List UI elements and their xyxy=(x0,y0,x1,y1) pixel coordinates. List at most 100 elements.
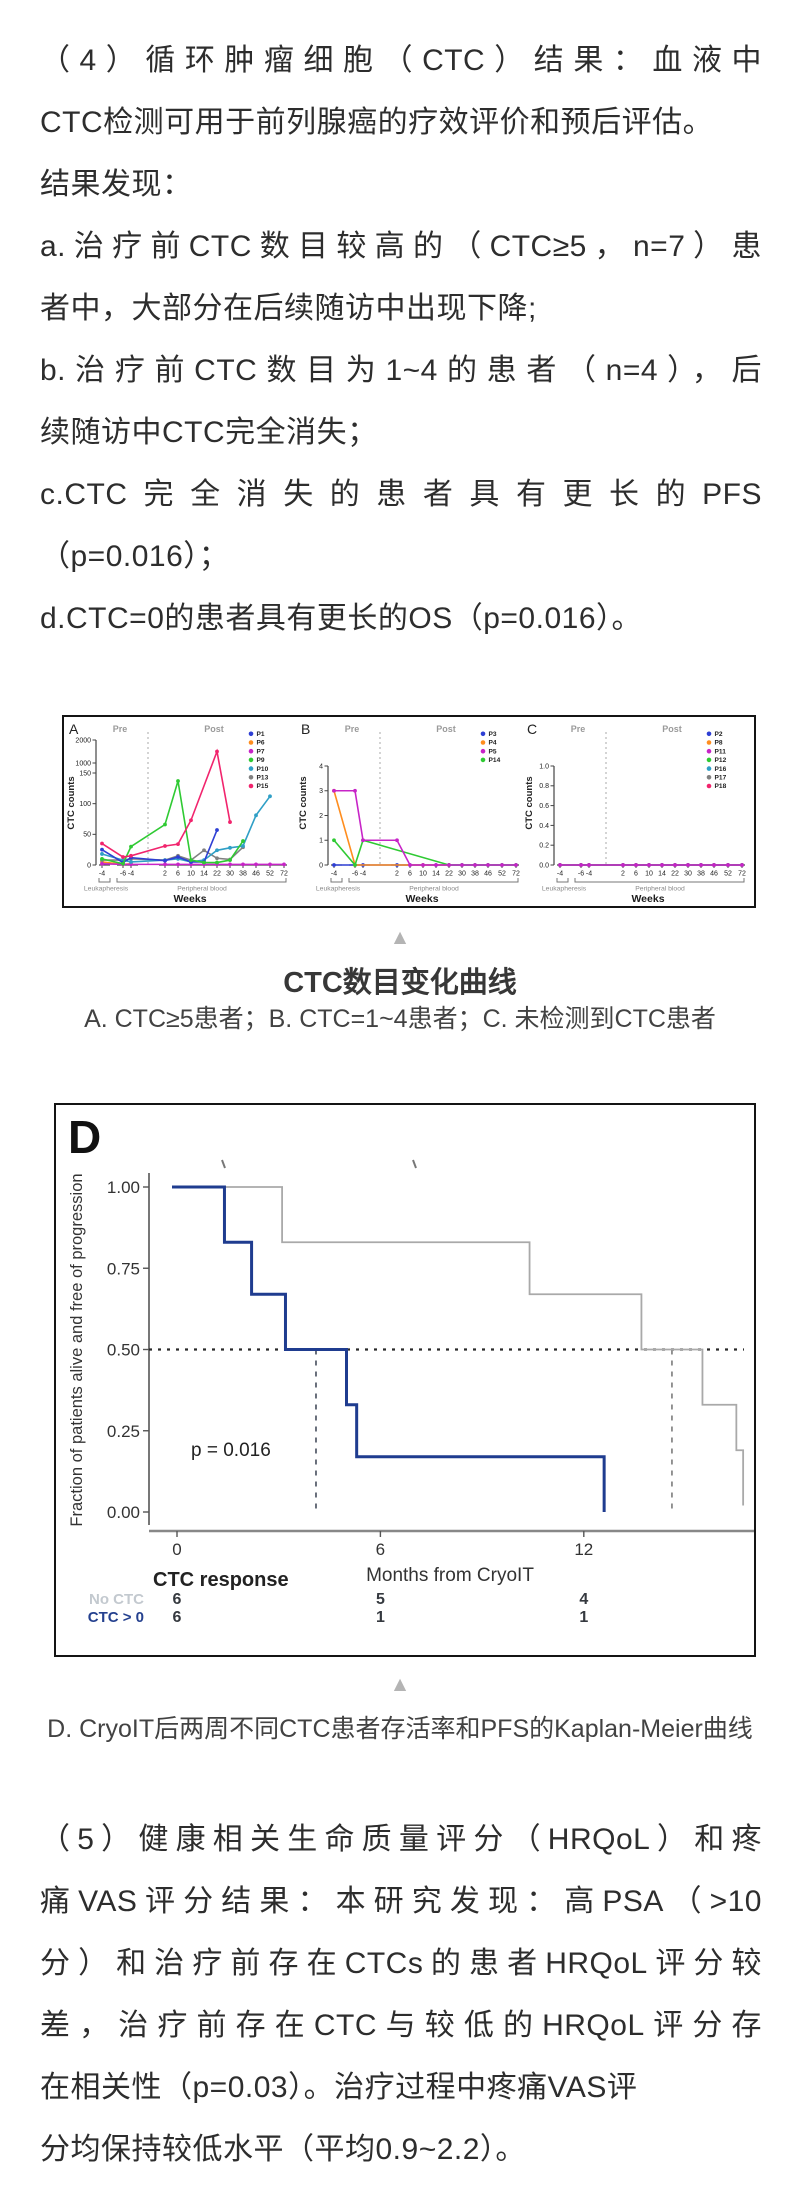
chart-element: P2 xyxy=(715,731,723,738)
series-P9 xyxy=(100,779,245,866)
chart-element: 12 xyxy=(574,1540,593,1559)
risk-count: 4 xyxy=(579,1591,588,1608)
chart-element: 52 xyxy=(498,871,506,878)
chart-element: 14 xyxy=(200,871,208,878)
chart-element xyxy=(163,858,167,863)
chart-element xyxy=(480,757,486,763)
chart-element: 46 xyxy=(710,871,718,878)
text-line: 结果发现： xyxy=(40,168,193,201)
series-P4 xyxy=(332,788,451,867)
chart-element xyxy=(116,878,287,883)
chart-element: 2 xyxy=(163,871,167,878)
chart-element: P8 xyxy=(715,740,723,747)
chart-element: 52 xyxy=(266,871,274,878)
text-line: 分）和治疗前存在CTCs的患者HRQoL评分较 xyxy=(40,1947,762,1980)
chart-element xyxy=(421,863,425,867)
chart-element xyxy=(486,863,490,867)
chart-element xyxy=(228,845,232,850)
chart-element: 1.0 xyxy=(539,763,549,770)
chart-element xyxy=(215,860,219,865)
chart-element: 2 xyxy=(319,813,323,820)
chart-element xyxy=(712,863,716,867)
chart-element xyxy=(202,848,206,853)
chart-element: 52 xyxy=(724,871,732,878)
chart-element: 6 xyxy=(408,871,412,878)
text-line: （4）循环肿瘤细胞（CTC）结果：血液中 xyxy=(40,44,762,77)
series-P14 xyxy=(332,838,518,867)
chart-element xyxy=(348,878,519,883)
chart-element xyxy=(332,863,336,867)
text-line: CTC检测可用于前列腺癌的疗效评价和预后评估。 xyxy=(40,106,714,139)
risk-count: 1 xyxy=(376,1609,385,1626)
censor-mark xyxy=(412,1159,417,1169)
chart-element xyxy=(434,863,438,867)
chart-element: 2 xyxy=(621,871,625,878)
chart-element xyxy=(660,863,664,867)
chart-element xyxy=(480,748,486,754)
chart-element xyxy=(176,855,180,859)
chart-element xyxy=(176,779,180,783)
chart-element xyxy=(447,863,451,867)
chart-element xyxy=(706,748,712,754)
bracket1-label: Leukapheresis xyxy=(316,886,361,893)
chart-element: 0.25 xyxy=(107,1422,140,1441)
chart-element xyxy=(579,863,583,867)
x-axis-label: Weeks xyxy=(631,893,664,904)
bracket1-label: Leukapheresis xyxy=(84,886,129,893)
y-axis-label: CTC counts xyxy=(524,776,535,829)
chart-element xyxy=(129,860,133,864)
chart-element xyxy=(333,790,449,866)
figure-km-curve: D 1.00 0.75 0.50 0.25 0.00 0 6 12 Months from Cry… xyxy=(54,1103,756,1657)
paragraph-hrqol-results: （5）健康相关生命质量评分（HRQoL）和疼 痛VAS评分结果：本研究发现：高PS… xyxy=(40,1809,762,2181)
chart-element xyxy=(241,839,245,843)
chart-element xyxy=(100,861,104,866)
bracket2-label: Peripheral blood xyxy=(409,886,459,893)
bracket2-label: Peripheral blood xyxy=(635,886,685,893)
chart-element xyxy=(100,852,104,856)
risk-count: 5 xyxy=(376,1591,385,1608)
post-label: Post xyxy=(436,724,456,734)
chart-element: 72 xyxy=(738,871,746,878)
chart-element xyxy=(189,858,193,862)
chart-element xyxy=(686,863,690,867)
chart-element xyxy=(248,740,254,745)
chart-element xyxy=(480,740,486,745)
chart-element xyxy=(460,863,464,867)
post-label: Post xyxy=(662,724,682,734)
chart-element xyxy=(740,863,744,867)
text-line: （5）健康相关生命质量评分（HRQoL）和疼 xyxy=(40,1823,762,1856)
chart-element xyxy=(353,788,357,793)
chart-element: 50 xyxy=(83,832,91,839)
chart-element xyxy=(395,838,399,843)
post-label: Post xyxy=(204,724,224,734)
chart-element: P18 xyxy=(715,783,727,790)
chart-element xyxy=(228,862,232,867)
p-value-label: p = 0.016 xyxy=(191,1440,271,1461)
series-P11 xyxy=(558,863,744,867)
chart-element xyxy=(176,862,180,867)
pre-label: Pre xyxy=(571,724,586,734)
chart-element: P4 xyxy=(489,740,497,747)
chart-element xyxy=(558,863,562,867)
chart-element xyxy=(587,863,591,867)
chart-element: 10 xyxy=(645,871,653,878)
chart-element xyxy=(332,838,336,843)
censor-mark xyxy=(221,1159,226,1169)
chart-element: P11 xyxy=(715,748,727,755)
chart-element: 2000 xyxy=(75,737,91,744)
chart-element xyxy=(500,863,504,867)
figure2-caption: D. CryoIT后两周不同CTC患者存活率和PFS的Kaplan-Meier曲… xyxy=(47,1715,753,1743)
chart-element xyxy=(121,855,125,859)
chart-element: 6 xyxy=(176,871,180,878)
chart-element: 0 xyxy=(172,1540,181,1559)
series-P15 xyxy=(100,748,232,859)
chart-element: 30 xyxy=(226,871,234,878)
chart-element xyxy=(706,775,712,780)
chart-element: -6 xyxy=(578,871,584,878)
chart-element xyxy=(101,748,231,858)
chart-element xyxy=(248,757,254,763)
chart-element xyxy=(98,878,111,883)
bracket1-label: Leukapheresis xyxy=(542,886,587,893)
chart-element xyxy=(163,862,167,867)
